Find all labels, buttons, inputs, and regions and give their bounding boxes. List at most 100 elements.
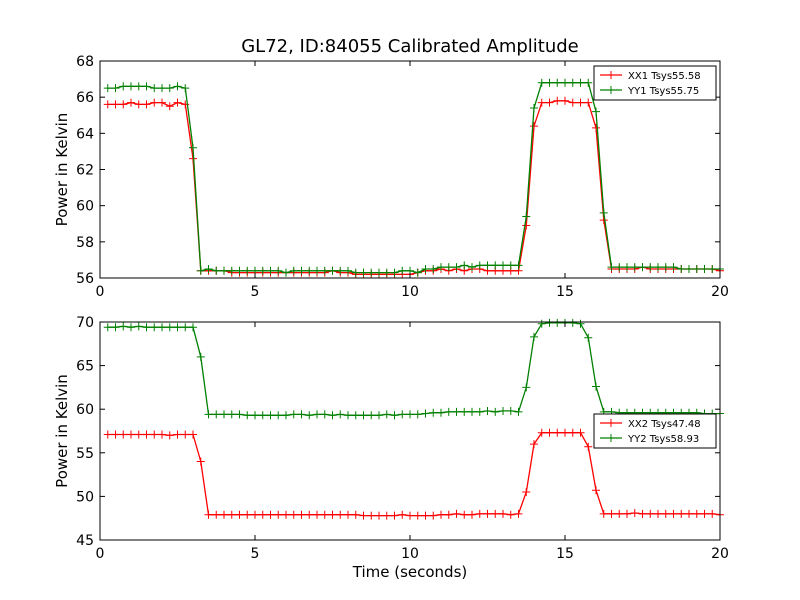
y-tick-label: 66 — [76, 90, 94, 106]
data-point — [274, 411, 283, 420]
data-point — [514, 509, 523, 518]
data-point — [491, 261, 500, 270]
data-point — [127, 323, 135, 332]
data-point — [258, 510, 267, 519]
y-tick-label: 65 — [76, 359, 94, 375]
data-point — [243, 266, 252, 275]
data-point — [592, 107, 600, 116]
data-point — [251, 510, 259, 519]
data-point — [661, 263, 670, 272]
data-point — [181, 430, 190, 439]
data-point — [530, 440, 538, 449]
data-point — [468, 263, 476, 272]
y-tick-label: 68 — [76, 54, 94, 70]
data-point — [382, 410, 391, 419]
data-point — [142, 323, 151, 332]
data-point — [235, 266, 244, 275]
data-point — [437, 510, 445, 519]
data-point — [592, 382, 600, 391]
data-point — [623, 509, 631, 518]
data-point — [142, 430, 151, 439]
x-tick-label: 15 — [556, 546, 574, 562]
data-point — [669, 509, 678, 518]
data-point — [514, 407, 523, 416]
data-point — [685, 509, 693, 518]
data-point — [390, 268, 399, 277]
y-tick-label: 60 — [76, 199, 94, 215]
data-point — [568, 428, 577, 437]
data-point — [119, 100, 128, 109]
data-point — [623, 263, 631, 272]
data-point — [615, 263, 624, 272]
data-point — [661, 509, 670, 518]
data-point — [266, 411, 275, 420]
data-point — [258, 266, 267, 275]
data-point — [173, 98, 182, 107]
data-point — [499, 509, 507, 518]
legend-marker — [607, 419, 615, 427]
data-point — [413, 511, 422, 520]
data-point — [173, 430, 182, 439]
data-point — [220, 410, 228, 419]
data-point — [320, 510, 329, 519]
data-point — [150, 84, 159, 93]
data-point — [181, 84, 190, 93]
data-point — [537, 319, 546, 328]
data-point — [127, 430, 135, 439]
data-point — [444, 263, 453, 272]
data-point — [212, 510, 221, 519]
data-point — [398, 410, 407, 419]
data-point — [537, 428, 546, 437]
data-point — [553, 96, 562, 105]
data-point — [258, 411, 267, 420]
data-point — [483, 406, 492, 415]
data-point — [398, 510, 407, 519]
legend-marker — [607, 434, 615, 442]
data-point — [429, 264, 438, 273]
data-point — [545, 318, 554, 327]
data-point — [134, 430, 143, 439]
data-point — [196, 457, 205, 466]
data-point — [444, 407, 453, 416]
data-point — [530, 122, 538, 131]
data-point — [289, 266, 298, 275]
data-point — [336, 410, 345, 419]
data-point — [468, 407, 476, 416]
x-tick-label: 5 — [251, 284, 260, 300]
data-point — [413, 268, 422, 277]
data-point — [630, 508, 639, 517]
data-point — [158, 323, 166, 332]
data-point — [692, 509, 701, 518]
data-point — [173, 82, 182, 91]
y-tick-label: 60 — [76, 402, 94, 418]
bottom-plot: 0 5 10 15 20 45 50 55 60 65 70 Power in Kelvin Time … — [53, 315, 729, 581]
data-point — [561, 96, 569, 105]
y-tick-label: 62 — [76, 163, 94, 179]
data-point — [506, 510, 515, 519]
legend: XX2 Tsys47.48 YY2 Tsys58.93 — [593, 413, 717, 449]
data-point — [289, 410, 298, 419]
data-point — [134, 322, 143, 331]
data-point — [607, 263, 616, 272]
data-point — [406, 511, 414, 520]
data-point — [406, 410, 414, 419]
data-point — [111, 84, 120, 93]
data-point — [452, 407, 461, 416]
data-point — [351, 268, 360, 277]
data-point — [150, 430, 159, 439]
data-point — [584, 333, 593, 342]
data-point — [196, 266, 205, 275]
data-point — [545, 428, 554, 437]
data-point — [119, 322, 128, 331]
data-point — [289, 510, 298, 519]
data-point — [313, 510, 321, 519]
data-point — [165, 102, 174, 111]
data-point — [227, 510, 236, 519]
data-point — [437, 408, 445, 417]
data-point — [212, 410, 221, 419]
data-point — [584, 442, 593, 451]
x-tick-label: 5 — [251, 546, 260, 562]
data-point — [483, 509, 492, 518]
data-point — [437, 263, 445, 272]
